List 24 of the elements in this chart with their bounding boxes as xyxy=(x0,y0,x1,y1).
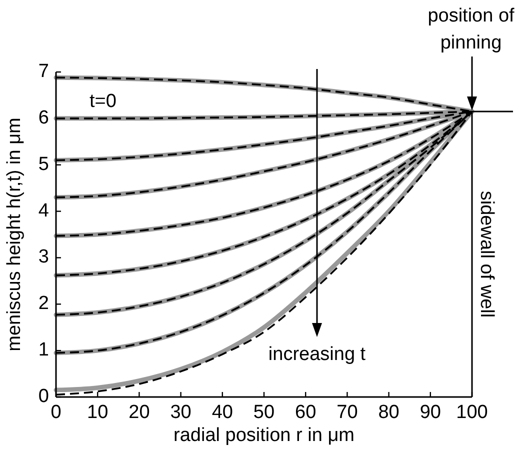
x-tick-label: 30 xyxy=(170,402,192,423)
y-tick-label: 3 xyxy=(38,246,49,268)
x-tick-label: 100 xyxy=(456,402,488,423)
x-tick-label: 50 xyxy=(253,402,275,423)
y-tick-label: 4 xyxy=(38,200,50,222)
y-tick-label: 2 xyxy=(38,293,49,314)
x-tick-label: 80 xyxy=(378,402,400,423)
y-tick-label: 1 xyxy=(38,340,49,361)
y-tick-label: 0 xyxy=(38,386,49,408)
y-axis-title: meniscus height h(r,t) in μm xyxy=(4,118,25,352)
x-tick-label: 60 xyxy=(295,402,316,423)
x-tick-label: 10 xyxy=(87,402,108,423)
annotation: increasing t xyxy=(268,344,366,365)
x-axis-title: radial position r in μm xyxy=(174,425,354,446)
y-tick-label: 7 xyxy=(38,61,49,82)
x-tick-label: 20 xyxy=(128,402,150,423)
text: position of pinning xyxy=(428,5,516,54)
x-tick-label: 70 xyxy=(336,402,358,423)
y-tick-label: 6 xyxy=(38,107,49,128)
annotation: t=0 xyxy=(90,91,116,112)
x-tick-label: 40 xyxy=(212,402,233,423)
ref-line-label: sidewall of well xyxy=(476,190,497,318)
x-tick-label: 90 xyxy=(420,402,441,423)
y-tick-label: 5 xyxy=(38,154,49,175)
